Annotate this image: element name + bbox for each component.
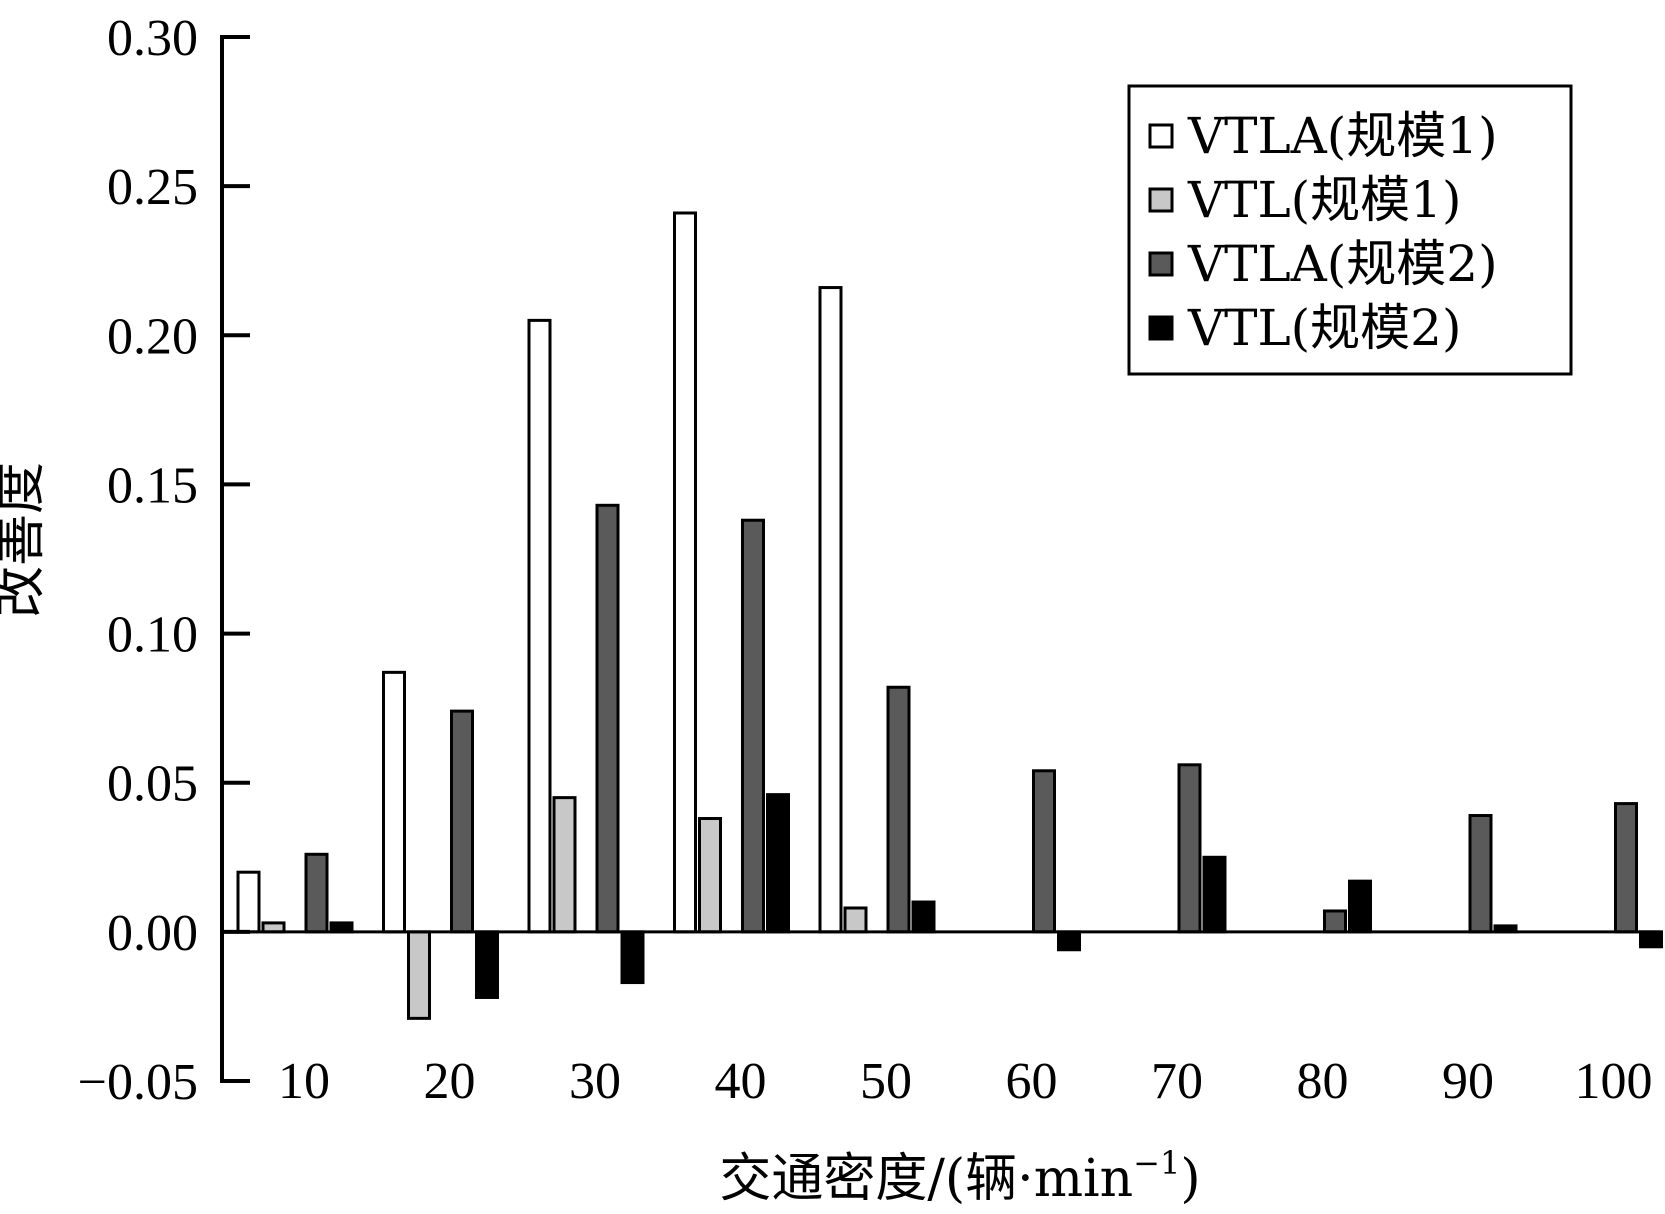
x-tick-label: 70 (1151, 1053, 1203, 1110)
x-axis-title: 交通密度/(辆·min−1) (719, 1144, 1200, 1209)
bar-90-series-3 (1468, 814, 1493, 934)
y-tick-label: 0.30 (107, 10, 198, 67)
bar-100-series-4 (1639, 930, 1663, 949)
legend-swatch (1148, 123, 1174, 149)
y-tick-label: −0.05 (78, 1054, 198, 1111)
y-tick-label: 0.20 (107, 308, 198, 365)
tick-labels-layer: −0.05 0.00 0.05 0.10 0.15 0.20 0.25 0.30 10 20 30 4… (78, 10, 1653, 1111)
x-axis-title-main: 交通密度/(辆·min (719, 1149, 1133, 1209)
bar-80-series-3 (1323, 909, 1347, 934)
bar-20-series-1 (382, 670, 406, 934)
bar-100-series-3 (1614, 802, 1638, 934)
y-tick-label: 0.15 (107, 457, 198, 514)
bar-70-series-4 (1202, 855, 1227, 934)
bar-70-series-3 (1177, 763, 1202, 934)
x-tick-label: 20 (424, 1053, 476, 1110)
bar-10-series-3 (304, 852, 329, 934)
bar-80-series-4 (1348, 879, 1372, 934)
legend-label: VTL(规模2) (1187, 299, 1462, 357)
bar-20-series-3 (450, 709, 474, 934)
y-tick-label: 0.00 (107, 905, 198, 962)
y-axis-title: 改善度 (0, 462, 51, 618)
bar-30-series-4 (620, 930, 645, 985)
legend: VTLA(规模1) VTL(规模1) VTLA(规模2) VTL(规模2) (1127, 84, 1573, 376)
x-tick-label: 90 (1442, 1053, 1494, 1110)
bar-50-series-4 (911, 900, 936, 934)
x-tick-label: 80 (1297, 1053, 1349, 1110)
legend-swatch (1148, 315, 1174, 341)
x-tick-label: 30 (569, 1053, 621, 1110)
bar-40-series-4 (766, 793, 790, 934)
bar-60-series-4 (1057, 930, 1081, 952)
bar-40-series-1 (673, 211, 697, 934)
x-tick-label: 40 (715, 1053, 767, 1110)
legend-swatch (1148, 251, 1174, 277)
bar-60-series-3 (1032, 769, 1056, 934)
bars-layer (236, 211, 1663, 1020)
bar-20-series-4 (475, 930, 499, 999)
legend-label: VTL(规模1) (1187, 171, 1462, 229)
bar-30-series-2 (552, 796, 577, 934)
bar-40-series-3 (741, 518, 765, 934)
bar-20-series-2 (407, 930, 431, 1020)
axes-layer (220, 35, 1660, 1083)
y-tick-label: 0.25 (107, 159, 198, 216)
x-tick-label: 50 (860, 1053, 912, 1110)
x-tick-label: 60 (1006, 1053, 1058, 1110)
bar-50-series-2 (843, 906, 868, 934)
bar-10-series-1 (236, 870, 261, 934)
bar-50-series-1 (818, 286, 843, 934)
x-tick-label: 10 (278, 1053, 330, 1110)
y-tick-label: 0.05 (107, 756, 198, 813)
bar-30-series-3 (595, 503, 620, 934)
legend-label: VTLA(规模2) (1187, 235, 1498, 293)
bar-30-series-1 (527, 318, 552, 934)
x-axis-title-suffix: ) (1180, 1149, 1200, 1209)
legend-swatch (1148, 187, 1174, 213)
x-axis-title-superscript: −1 (1133, 1144, 1180, 1182)
y-tick-label: 0.10 (107, 607, 198, 664)
bar-50-series-3 (886, 685, 911, 934)
bar-40-series-2 (698, 817, 722, 934)
x-tick-label: 100 (1575, 1053, 1653, 1110)
legend-label: VTLA(规模1) (1187, 107, 1498, 165)
legend-box (1127, 84, 1573, 376)
